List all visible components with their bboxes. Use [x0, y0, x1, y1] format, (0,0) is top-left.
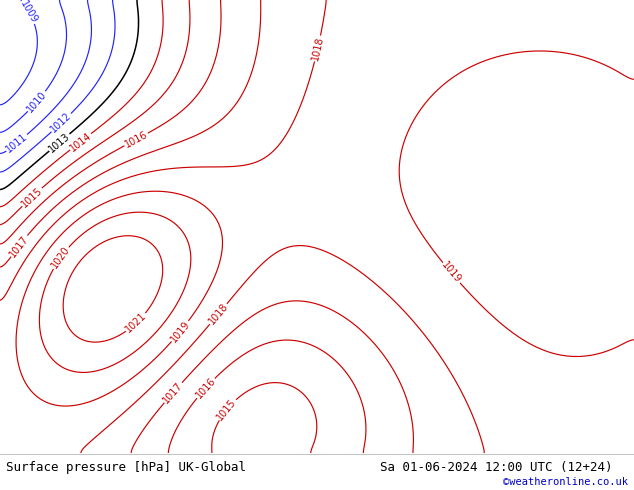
Text: 1016: 1016: [194, 376, 217, 400]
Text: 1015: 1015: [215, 396, 238, 422]
Text: 1010: 1010: [25, 89, 49, 114]
Text: 1019: 1019: [169, 318, 192, 344]
Text: 1015: 1015: [20, 185, 44, 209]
Text: 1013: 1013: [47, 131, 72, 154]
Text: 1009: 1009: [18, 0, 39, 25]
Text: 1021: 1021: [124, 311, 149, 335]
Text: 1012: 1012: [49, 111, 74, 135]
Text: 1018: 1018: [207, 301, 230, 327]
Text: 1016: 1016: [123, 129, 150, 149]
Text: ©weatheronline.co.uk: ©weatheronline.co.uk: [503, 477, 628, 487]
Text: 1018: 1018: [310, 35, 325, 62]
Text: 1011: 1011: [4, 131, 30, 155]
Text: 1020: 1020: [49, 245, 72, 270]
Text: 1014: 1014: [68, 130, 93, 153]
Text: 1017: 1017: [8, 233, 30, 259]
Text: Surface pressure [hPa] UK-Global: Surface pressure [hPa] UK-Global: [6, 462, 247, 474]
Text: 1017: 1017: [161, 380, 185, 405]
Text: Sa 01-06-2024 12:00 UTC (12+24): Sa 01-06-2024 12:00 UTC (12+24): [380, 462, 613, 474]
Text: 1019: 1019: [439, 260, 463, 286]
